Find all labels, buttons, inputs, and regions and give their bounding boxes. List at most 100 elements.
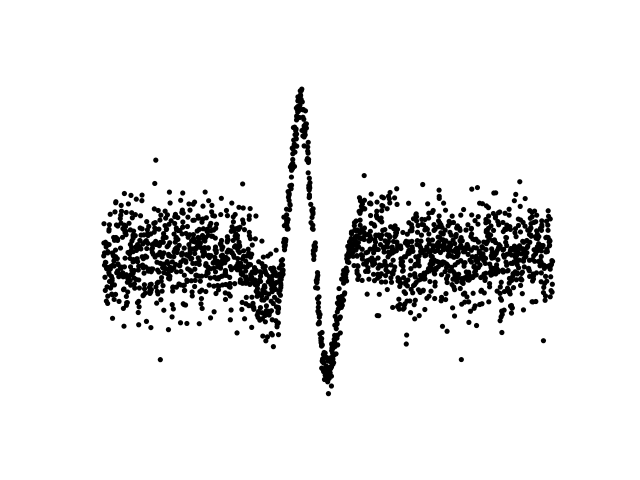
data-point: [115, 261, 121, 267]
data-point: [393, 232, 399, 238]
data-point: [106, 222, 112, 228]
data-point: [285, 226, 291, 232]
data-point: [196, 258, 202, 264]
data-point: [260, 254, 266, 260]
data-point: [249, 294, 255, 300]
data-point: [109, 276, 115, 282]
data-point: [433, 266, 439, 272]
data-point: [243, 294, 249, 300]
data-point: [211, 309, 217, 315]
data-point: [399, 268, 406, 274]
data-point: [240, 205, 246, 211]
data-point: [538, 227, 545, 233]
data-point: [138, 246, 144, 252]
data-point: [422, 306, 428, 313]
data-point: [200, 203, 206, 209]
data-point: [189, 293, 195, 299]
data-point: [443, 238, 449, 244]
data-point: [432, 279, 438, 285]
data-point: [483, 241, 489, 247]
data-point: [305, 139, 311, 145]
data-point: [437, 220, 443, 226]
data-point: [380, 195, 387, 201]
data-point: [148, 281, 154, 287]
data-point: [305, 170, 311, 176]
data-point: [275, 332, 282, 338]
data-point: [264, 334, 271, 340]
data-point: [354, 252, 360, 259]
data-point: [170, 306, 176, 312]
data-point: [409, 238, 415, 244]
data-point: [333, 326, 339, 332]
data-point: [534, 212, 540, 218]
data-point: [515, 222, 522, 229]
data-point: [305, 144, 311, 150]
data-point: [273, 247, 279, 253]
data-point: [541, 284, 547, 290]
data-point: [508, 252, 515, 258]
data-point: [243, 268, 249, 274]
data-point: [398, 280, 404, 286]
data-point: [109, 315, 116, 321]
data-point: [105, 300, 111, 307]
data-point: [166, 189, 173, 195]
data-point: [327, 370, 333, 376]
data-point: [494, 262, 500, 268]
data-point: [405, 277, 411, 283]
data-point: [387, 200, 393, 206]
data-point: [500, 269, 506, 275]
data-point: [516, 257, 523, 263]
data-point: [468, 225, 475, 231]
data-point: [314, 269, 321, 276]
data-point: [379, 208, 385, 214]
data-point: [383, 263, 390, 269]
data-point: [160, 231, 167, 237]
data-point: [139, 198, 145, 204]
data-point: [141, 286, 148, 292]
data-point: [403, 341, 409, 347]
data-point: [310, 222, 316, 228]
data-point: [386, 232, 392, 238]
data-point: [495, 257, 501, 263]
data-point: [442, 227, 448, 233]
data-point: [469, 254, 476, 260]
data-point: [236, 204, 242, 210]
data-point: [389, 245, 395, 251]
data-point: [404, 332, 410, 338]
data-point: [422, 276, 428, 282]
data-point: [486, 299, 492, 305]
points-layer: [101, 86, 556, 397]
data-point: [247, 205, 253, 212]
data-point: [438, 272, 445, 278]
data-point: [180, 210, 186, 216]
data-point: [497, 318, 503, 324]
data-point: [280, 271, 286, 277]
data-point: [365, 265, 371, 271]
data-point: [113, 200, 119, 206]
data-point: [443, 296, 449, 303]
data-point: [186, 201, 192, 207]
data-point: [196, 321, 202, 327]
data-point: [426, 293, 432, 299]
data-point: [496, 222, 502, 228]
data-point: [355, 263, 361, 269]
data-point: [504, 242, 510, 249]
data-point: [213, 249, 219, 256]
data-point: [466, 269, 472, 275]
data-point: [486, 213, 492, 219]
data-point: [246, 262, 252, 268]
data-point: [101, 221, 107, 227]
data-point: [271, 285, 277, 291]
data-point: [114, 255, 120, 262]
data-point: [171, 254, 177, 260]
data-point: [316, 294, 322, 300]
data-point: [232, 281, 238, 287]
data-point: [495, 210, 502, 216]
data-point: [450, 219, 457, 226]
data-point: [400, 263, 406, 269]
data-point: [184, 223, 191, 230]
data-point: [527, 227, 533, 233]
data-point: [545, 227, 551, 233]
data-point: [513, 234, 519, 240]
